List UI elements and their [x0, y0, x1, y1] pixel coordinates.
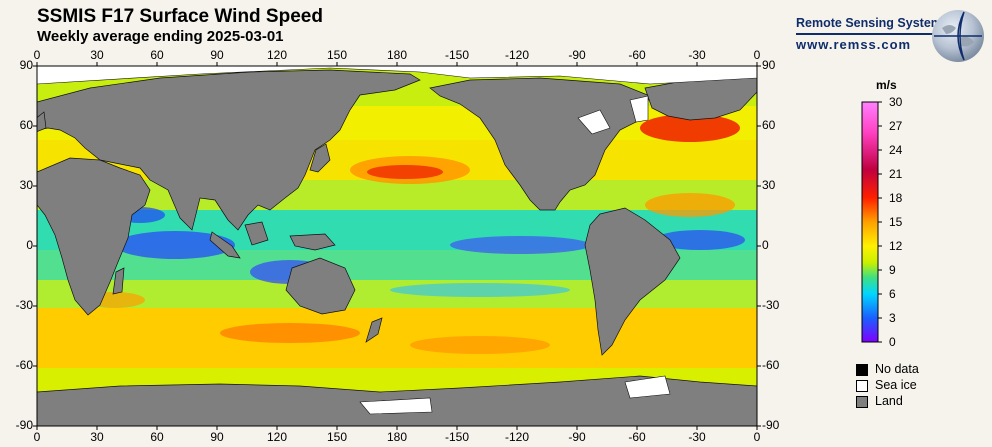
brand-divider — [796, 33, 950, 35]
legend-label: No data — [875, 362, 919, 376]
colorbar-tick-label: 15 — [889, 215, 903, 229]
lon-tick-label: -60 — [628, 430, 646, 444]
lon-tick-label: -60 — [628, 48, 646, 62]
lon-tick-label: 180 — [386, 430, 408, 444]
lon-tick-label: 30 — [90, 48, 104, 62]
colorbar — [861, 101, 879, 343]
legend-label: Sea ice — [875, 378, 917, 392]
lat-tick-label: -60 — [762, 358, 780, 372]
lat-tick-label: 90 — [762, 58, 776, 72]
lon-tick-label: 120 — [266, 48, 288, 62]
japan — [309, 143, 331, 173]
lon-tick-label: -90 — [568, 430, 586, 444]
legend-label: Land — [875, 394, 903, 408]
colorbar-tick-label: 30 — [889, 95, 903, 109]
axis-ticks — [33, 62, 761, 430]
new-guinea — [289, 233, 336, 251]
globe-logo-icon — [932, 10, 984, 62]
lon-tick-label: 60 — [150, 430, 164, 444]
borneo — [244, 221, 269, 246]
lat-tick-label: -30 — [15, 298, 33, 312]
australia — [285, 257, 356, 315]
colorbar-tick-label: 18 — [889, 191, 903, 205]
sumatra — [209, 231, 241, 259]
colorbar-unit: m/s — [876, 78, 897, 92]
lat-tick-label: 30 — [762, 178, 776, 192]
lat-tick-label: -90 — [762, 418, 780, 432]
land-layer — [37, 69, 757, 426]
lat-tick-label: 60 — [19, 118, 33, 132]
map-field — [37, 66, 757, 426]
eurasia — [37, 69, 421, 231]
madagascar — [112, 267, 125, 295]
lon-tick-label: 120 — [266, 430, 288, 444]
lat-tick-label: 0 — [26, 238, 33, 252]
lat-tick-label: -30 — [762, 298, 780, 312]
lon-tick-label: 30 — [90, 430, 104, 444]
lat-tick-label: 90 — [19, 58, 33, 72]
new-zealand — [365, 317, 383, 343]
trade-wind-band-north — [37, 180, 757, 210]
africa — [37, 157, 151, 316]
map-title: SSMIS F17 Surface Wind Speed — [37, 6, 323, 27]
lon-tick-label: -30 — [688, 430, 706, 444]
lon-tick-label: -120 — [504, 430, 530, 444]
colorbar-tick-label: 9 — [889, 263, 896, 277]
lon-tick-label: 90 — [210, 430, 224, 444]
colorbar-tick-label: 0 — [889, 335, 896, 349]
map-subtitle: Weekly average ending 2025-03-01 — [37, 28, 284, 45]
lat-tick-label: 0 — [762, 238, 769, 252]
lon-tick-label: 150 — [326, 430, 348, 444]
sea-ice-layer — [37, 66, 757, 415]
lon-tick-label: -30 — [688, 48, 706, 62]
colorbar-tick-label: 27 — [889, 119, 903, 133]
lon-tick-label: -150 — [444, 48, 470, 62]
southern-westerlies-band — [37, 308, 757, 368]
sea-ice-swatch — [856, 380, 868, 392]
lon-tick-label: 0 — [753, 48, 761, 62]
land-swatch — [856, 396, 868, 408]
colorbar-ticks — [878, 101, 882, 343]
no-data-swatch — [856, 364, 868, 376]
lon-tick-label: 60 — [150, 48, 164, 62]
lat-tick-label: 60 — [762, 118, 776, 132]
south-america — [584, 207, 681, 356]
lat-tick-label: 30 — [19, 178, 33, 192]
colorbar-tick-label: 6 — [889, 287, 896, 301]
colorbar-tick-label: 21 — [889, 167, 903, 181]
lon-tick-label: 180 — [386, 48, 408, 62]
lon-tick-label: 90 — [210, 48, 224, 62]
lon-tick-label: 0 — [33, 430, 41, 444]
uk — [37, 111, 47, 132]
lon-tick-label: 150 — [326, 48, 348, 62]
lat-tick-label: -60 — [15, 358, 33, 372]
north-america — [429, 77, 651, 211]
brand-name: Remote Sensing Systems — [796, 16, 949, 30]
lon-tick-label: -150 — [444, 430, 470, 444]
colorbar-tick-label: 3 — [889, 311, 896, 325]
lon-tick-label: -90 — [568, 48, 586, 62]
lon-tick-label: -120 — [504, 48, 530, 62]
brand-url[interactable]: www.remss.com — [796, 37, 912, 52]
colorbar-tick-label: 12 — [889, 239, 903, 253]
colorbar-tick-label: 24 — [889, 143, 903, 157]
lon-tick-label: 0 — [753, 430, 761, 444]
lon-tick-label: 0 — [33, 48, 41, 62]
lat-tick-label: -90 — [15, 418, 33, 432]
